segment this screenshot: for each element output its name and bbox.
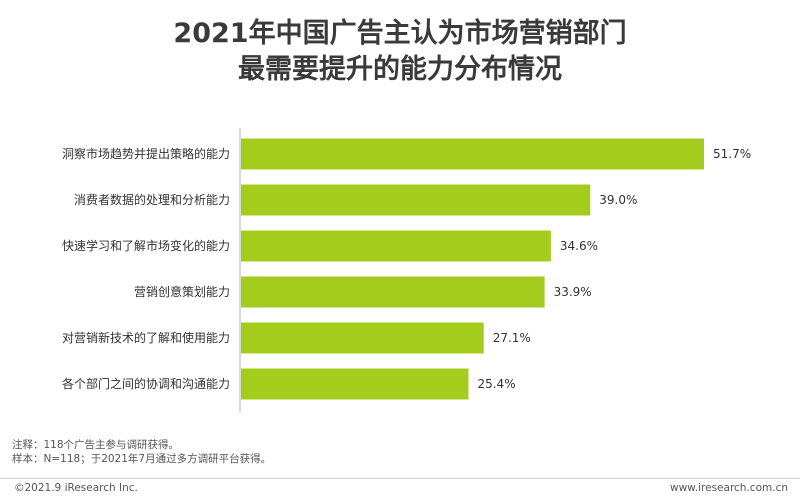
bar [241,322,484,354]
copyright: ©2021.9 iResearch Inc. [14,482,138,494]
bar [241,184,591,216]
category-label: 对营销新技术的了解和使用能力 [62,330,230,345]
bar [241,368,469,400]
note-text: 注释：118个广告主参与调研获得。 [12,439,180,451]
value-label: 33.9% [554,285,592,299]
value-label: 25.4% [477,377,515,391]
value-label: 51.7% [713,147,751,161]
chart-title: 2021年中国广告主认为市场营销部门 最需要提升的能力分布情况 [0,16,800,88]
notes: 注释：118个广告主参与调研获得。 样本：N=118；于2021年7月通过多方调… [12,438,271,466]
bar-chart: 洞察市场趋势并提出策略的能力 51.7% 消费者数据的处理和分析能力 39.0% 快速学… [62,128,751,412]
footer-divider [0,478,800,479]
bar [241,230,551,262]
sample-text: 样本：N=118；于2021年7月通过多方调研平台获得。 [12,453,272,465]
website-link[interactable]: www.iresearch.com.cn [669,482,788,494]
value-label: 34.6% [560,239,598,253]
category-label: 营销创意策划能力 [134,284,230,299]
category-label: 消费者数据的处理和分析能力 [74,192,230,207]
category-label: 洞察市场趋势并提出策略的能力 [62,146,230,161]
bar [241,138,704,170]
chart-title-line-2: 最需要提升的能力分布情况 [238,54,562,85]
chart-title-line-1: 2021年中国广告主认为市场营销部门 [173,18,627,49]
value-label: 39.0% [599,193,637,207]
category-label: 快速学习和了解市场变化的能力 [62,238,230,253]
value-label: 27.1% [493,331,531,345]
category-label: 各个部门之间的协调和沟通能力 [62,376,230,391]
bar [241,276,545,308]
